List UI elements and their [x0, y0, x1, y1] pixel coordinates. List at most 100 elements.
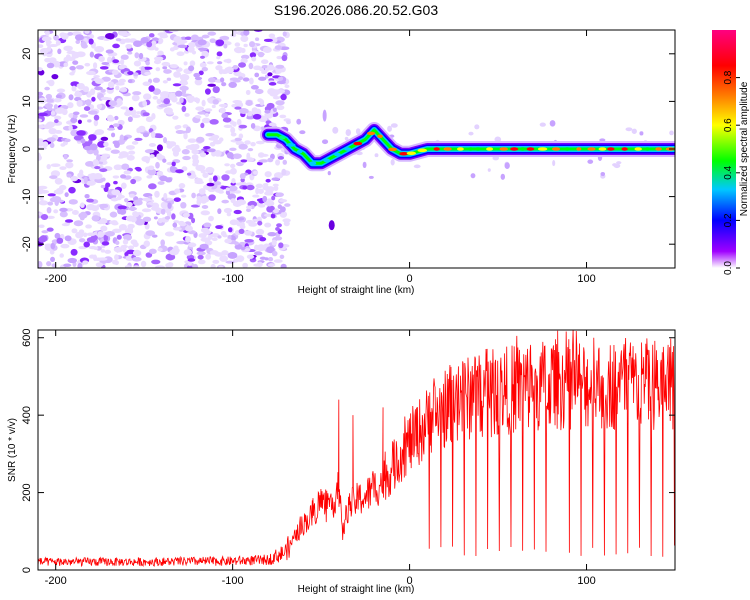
spectrogram-y-tick-label: -10 — [21, 189, 33, 205]
noise-speck — [240, 178, 245, 183]
noise-speck — [53, 98, 62, 103]
noise-speck — [101, 177, 106, 182]
noise-speck — [194, 180, 205, 185]
noise-speck — [122, 239, 129, 245]
noise-speck — [54, 119, 59, 124]
noise-speck — [232, 99, 242, 104]
noise-speck — [144, 71, 152, 76]
noise-speck — [93, 173, 103, 180]
noise-speck — [67, 257, 78, 264]
noise-speck — [184, 36, 192, 40]
noise-speck — [209, 250, 219, 255]
snr-x-tick-label: 100 — [577, 575, 595, 587]
noise-speck — [148, 183, 157, 190]
noise-speck — [167, 202, 172, 209]
noise-speck — [500, 173, 506, 180]
noise-speck — [273, 172, 284, 179]
noise-speck — [82, 86, 90, 93]
noise-speck — [230, 132, 237, 137]
noise-speck — [107, 81, 115, 89]
noise-speck — [234, 244, 243, 250]
noise-speck — [267, 64, 275, 71]
noise-speck — [267, 88, 276, 96]
noise-speck — [112, 259, 118, 265]
noise-speck — [273, 259, 283, 263]
noise-speck — [100, 136, 109, 141]
noise-speck — [172, 150, 179, 157]
noise-speck — [148, 85, 155, 92]
noise-speck — [189, 60, 196, 67]
noise-speck — [190, 204, 200, 208]
noise-speck — [82, 232, 88, 238]
ridge-hotspot — [433, 147, 440, 151]
noise-speck — [631, 128, 637, 134]
noise-speck — [105, 32, 115, 40]
noise-speck — [163, 136, 168, 144]
spectrogram-x-tick-label: -100 — [222, 273, 244, 285]
noise-speck — [84, 62, 91, 67]
noise-speck — [204, 88, 211, 95]
noise-speck — [38, 44, 44, 49]
noise-speck — [71, 85, 77, 92]
noise-speck — [218, 265, 224, 268]
spectrogram-y-tick-label: 20 — [21, 48, 33, 60]
noise-speck — [155, 265, 165, 268]
noise-speck — [115, 85, 120, 91]
noise-speck — [249, 41, 256, 48]
noise-speck — [197, 254, 204, 260]
noise-speck — [246, 254, 255, 260]
noise-speck — [69, 65, 76, 71]
noise-speck — [198, 47, 208, 51]
noise-speck — [240, 159, 248, 163]
noise-speck — [275, 89, 286, 94]
noise-speck — [232, 121, 237, 127]
noise-speck — [246, 116, 255, 120]
ridge-hotspot — [576, 147, 582, 151]
noise-speck — [46, 206, 52, 214]
noise-speck — [160, 201, 168, 209]
noise-speck — [224, 163, 230, 167]
noise-speck — [344, 136, 349, 141]
noise-speck — [242, 77, 250, 82]
noise-speck — [257, 51, 265, 58]
noise-speck — [64, 219, 74, 223]
noise-speck — [233, 209, 242, 215]
noise-speck — [127, 70, 134, 76]
noise-speck — [70, 248, 78, 256]
noise-speck — [63, 62, 69, 68]
noise-speck — [196, 136, 205, 143]
noise-speck — [57, 48, 62, 55]
noise-speck — [504, 162, 510, 170]
noise-speck — [41, 36, 52, 42]
noise-speck — [299, 130, 306, 135]
noise-speck — [75, 39, 81, 45]
noise-speck — [199, 152, 207, 158]
noise-speck — [267, 157, 274, 163]
noise-speck — [206, 182, 215, 187]
noise-speck — [199, 62, 207, 68]
noise-speck — [186, 265, 193, 268]
noise-speck — [183, 61, 188, 66]
ridge-hotspot — [456, 147, 464, 151]
noise-speck — [99, 66, 109, 70]
noise-speck — [277, 156, 285, 160]
noise-speck — [248, 62, 254, 70]
ridge-hotspot — [278, 135, 286, 140]
noise-speck — [265, 187, 274, 194]
noise-speck — [52, 60, 61, 68]
noise-speck — [94, 166, 101, 170]
noise-speck — [212, 139, 222, 145]
noise-speck — [51, 74, 59, 80]
noise-speck — [240, 221, 245, 228]
noise-speck — [49, 142, 55, 148]
noise-speck — [254, 37, 260, 41]
noise-speck — [185, 126, 191, 134]
noise-speck — [46, 261, 52, 267]
noise-speck — [132, 249, 142, 257]
noise-speck — [487, 168, 491, 172]
noise-speck — [78, 212, 88, 219]
noise-speck — [201, 67, 209, 72]
noise-speck — [211, 104, 216, 109]
noise-speck — [587, 159, 594, 164]
noise-speck — [169, 47, 175, 52]
